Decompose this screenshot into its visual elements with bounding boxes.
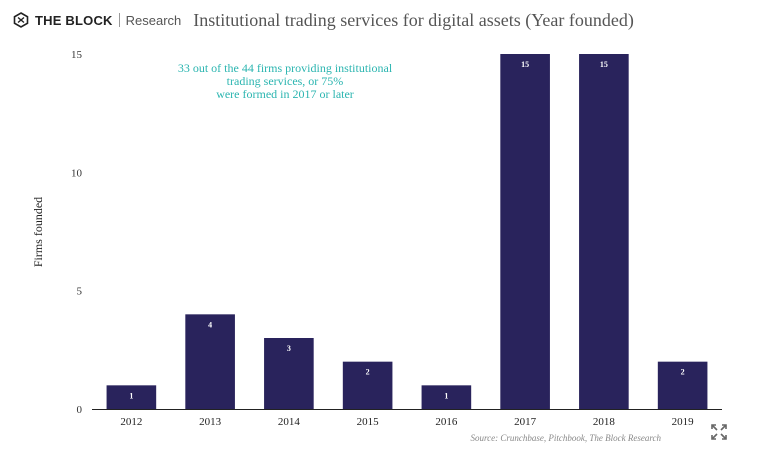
bar-value-label: 15	[600, 60, 608, 69]
brand-subtitle: Research	[125, 12, 182, 28]
x-tick-label: 2019	[672, 416, 695, 428]
x-tick-label: 2014	[278, 416, 301, 428]
brand-logo[interactable]: THE BLOCK Research	[13, 12, 181, 28]
source-note: Source: Crunchbase, Pitchbook, The Block…	[470, 433, 661, 443]
bar	[342, 361, 393, 409]
bar	[500, 54, 550, 409]
expand-icon[interactable]	[709, 422, 729, 442]
bar-value-label: 4	[208, 320, 212, 329]
bar-value-label: 15	[521, 60, 529, 69]
bar	[264, 338, 314, 409]
x-tick-label: 2018	[593, 416, 616, 428]
bar-value-label: 3	[287, 344, 291, 353]
y-tick-label: 0	[77, 404, 83, 416]
bar	[185, 314, 235, 409]
y-tick-label: 15	[71, 49, 83, 61]
brand-name: THE BLOCK	[35, 12, 113, 28]
bar	[106, 385, 157, 409]
y-tick-label: 10	[71, 167, 83, 179]
the-block-logo-icon	[13, 12, 29, 28]
bar	[579, 54, 629, 409]
x-tick-label: 2013	[199, 416, 222, 428]
bar-value-label: 1	[129, 391, 133, 400]
y-tick-label: 5	[77, 286, 83, 298]
x-tick-label: 2012	[120, 416, 142, 428]
bar	[421, 385, 472, 409]
brand-divider	[118, 13, 120, 27]
annotation-line: were formed in 2017 or later	[216, 87, 354, 101]
x-tick-label: 2017	[514, 416, 537, 428]
x-tick-label: 2016	[435, 416, 458, 428]
annotation-line: trading services, or 75%	[227, 74, 344, 88]
bar-value-label: 2	[366, 368, 370, 377]
chart-header: THE BLOCK Research Institutional trading…	[13, 9, 634, 31]
x-tick-label: 2015	[357, 416, 380, 428]
bar-value-label: 2	[681, 368, 685, 377]
chart-title: Institutional trading services for digit…	[193, 9, 634, 30]
bar-value-label: 1	[444, 391, 448, 400]
annotation-line: 33 out of the 44 firms providing institu…	[178, 61, 393, 75]
y-axis-label: Firms founded	[31, 197, 45, 267]
bar	[657, 361, 708, 409]
